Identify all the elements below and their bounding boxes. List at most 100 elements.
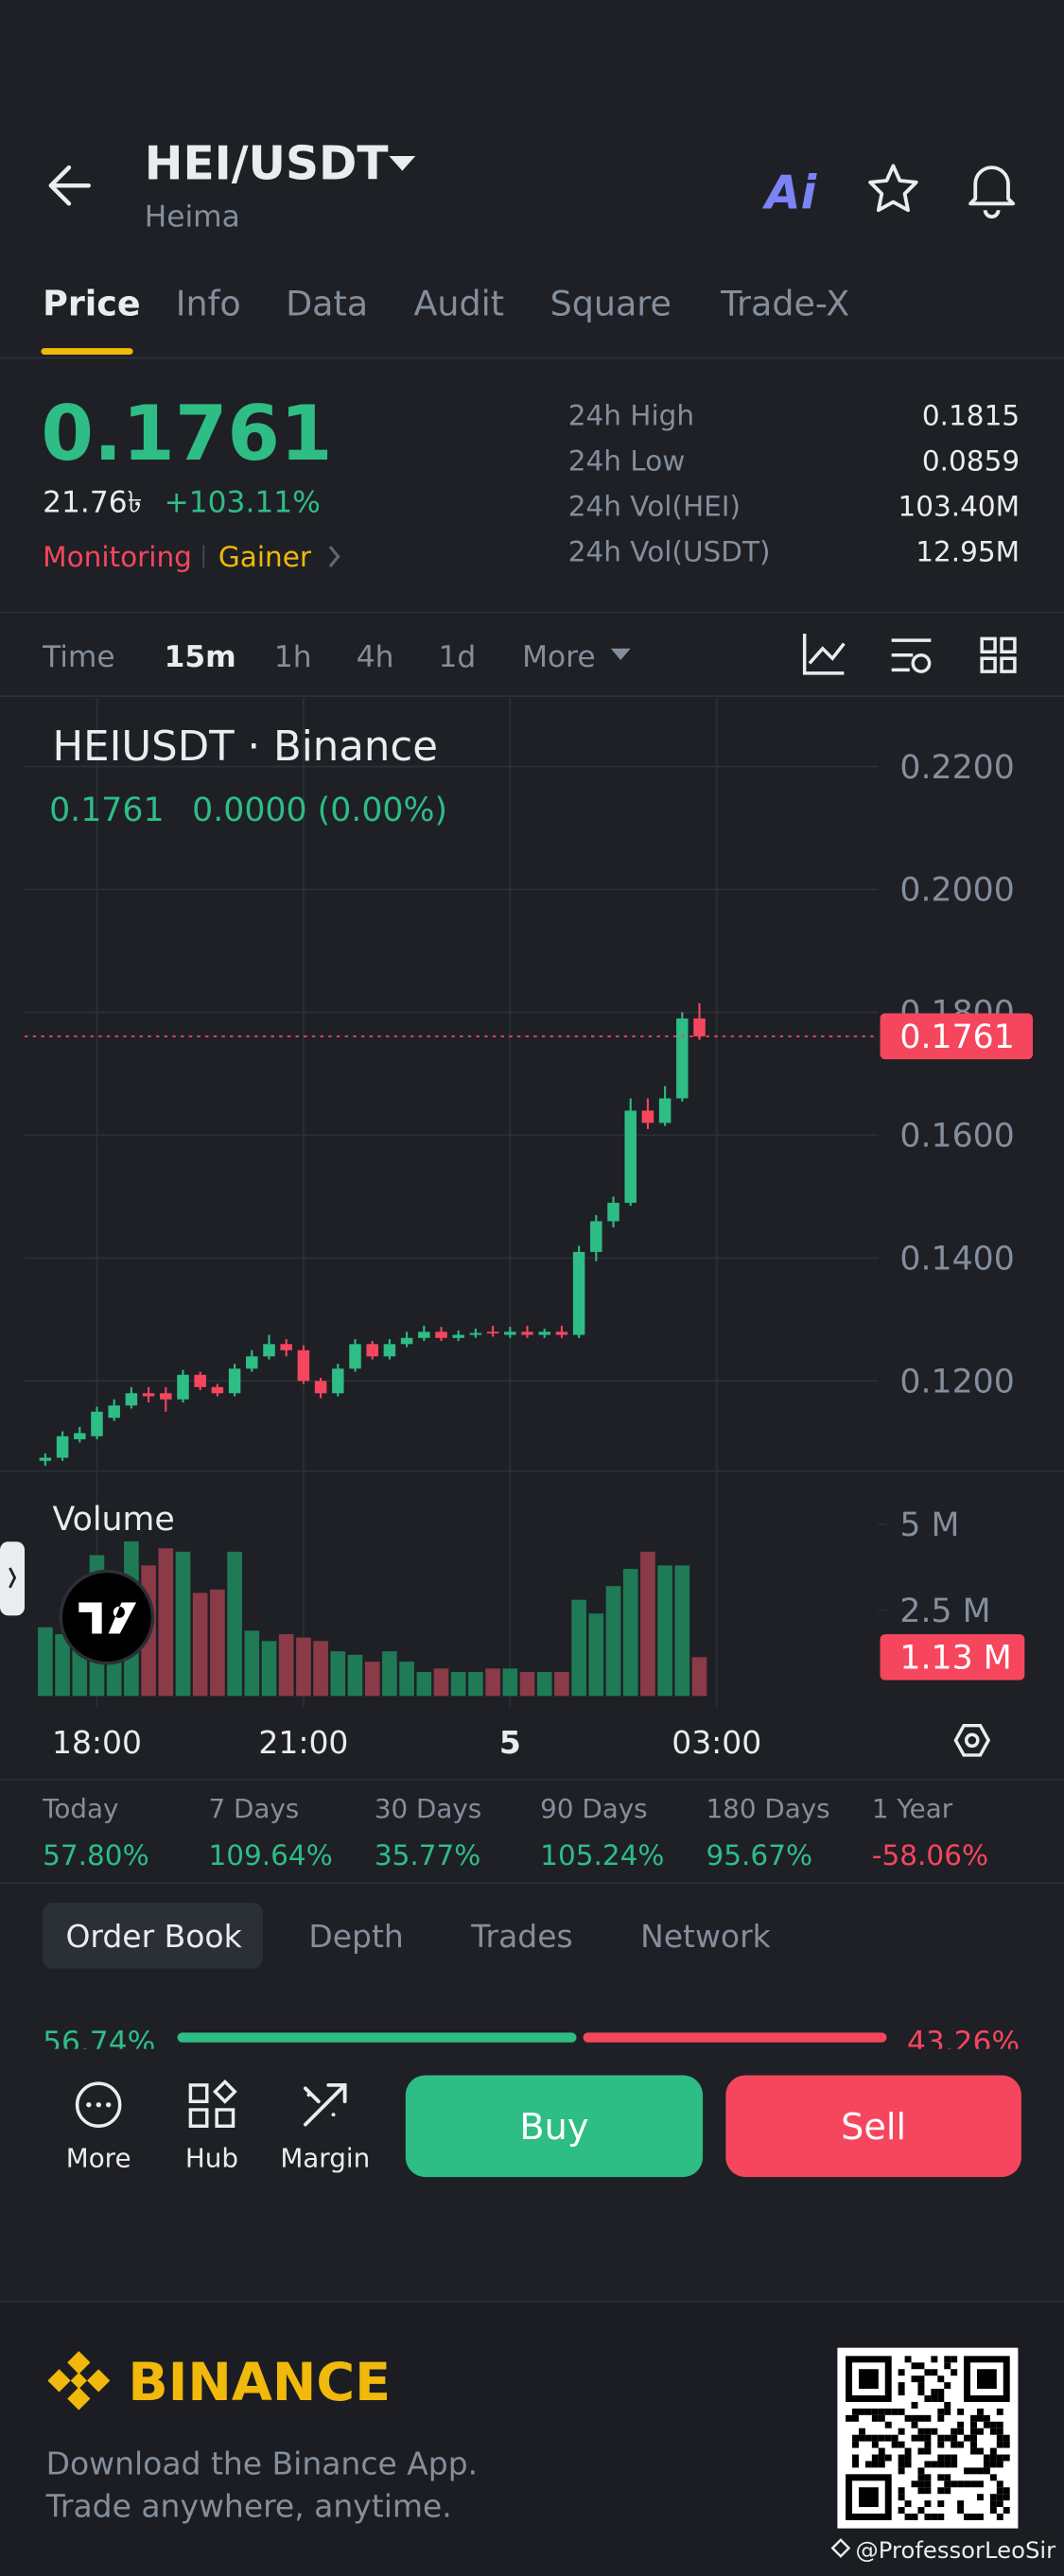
qr-module — [957, 2441, 965, 2448]
side-handle[interactable] — [0, 1541, 26, 1616]
candle-body — [504, 1332, 516, 1335]
back-button[interactable] — [48, 165, 92, 206]
buy-label[interactable]: Buy — [519, 2107, 588, 2149]
interval[interactable]: 4h — [357, 640, 394, 674]
hub-icon[interactable] — [188, 2079, 237, 2129]
indicator-button[interactable] — [802, 634, 846, 675]
volume-bar — [313, 1641, 328, 1697]
qr-module — [924, 2414, 932, 2422]
pair-title[interactable]: HEI/USDT — [145, 137, 389, 190]
interval[interactable]: 15m — [165, 640, 236, 674]
tradingview-logo[interactable] — [59, 1569, 155, 1665]
ai-button[interactable]: Ai — [761, 167, 818, 220]
period-change: 95.67% — [706, 1839, 812, 1871]
qr-module — [891, 2434, 898, 2442]
qr-module — [944, 2480, 951, 2488]
candle-body — [246, 1356, 258, 1369]
qr-module — [970, 2441, 977, 2448]
candle-body — [658, 1098, 672, 1123]
period-label: 7 Days — [208, 1793, 299, 1824]
period-change: -58.06% — [872, 1839, 988, 1871]
action-label[interactable]: Hub — [185, 2143, 238, 2174]
volume-bar — [55, 1634, 70, 1697]
qr-module — [970, 2514, 977, 2520]
more-caret[interactable] — [610, 648, 631, 660]
book-tab[interactable]: Trades — [470, 1918, 572, 1955]
footer-line: Trade anywhere, anytime. — [45, 2487, 452, 2524]
action-label[interactable]: Margin — [280, 2143, 370, 2174]
volume-bar — [210, 1589, 225, 1697]
qr-module — [937, 2408, 945, 2415]
book-tab[interactable]: Depth — [308, 1918, 403, 1955]
interval[interactable]: 1h — [274, 640, 312, 674]
qr-module — [917, 2447, 925, 2455]
qr-module — [917, 2389, 925, 2396]
tag-gainer[interactable]: Gainer — [218, 541, 312, 573]
volume-bar — [158, 1548, 174, 1697]
interval[interactable]: More — [522, 640, 595, 674]
qr-module — [976, 2447, 984, 2455]
volume-bar — [278, 1634, 294, 1697]
tab[interactable]: Trade-X — [720, 283, 849, 323]
tab[interactable]: Data — [286, 283, 368, 323]
settings-button[interactable] — [891, 638, 932, 672]
qr-module — [989, 2428, 997, 2435]
y-tick-label: 0.2200 — [899, 749, 1014, 787]
tab[interactable]: Info — [176, 283, 241, 323]
sell-button[interactable] — [725, 2075, 1021, 2178]
active-book-tab[interactable] — [43, 1903, 263, 1969]
settings-button-dot[interactable] — [911, 653, 932, 673]
favorite-button[interactable] — [868, 164, 918, 213]
volume-bar — [364, 1662, 380, 1697]
chart-settings-dot[interactable] — [964, 1732, 980, 1749]
qr-module — [937, 2395, 945, 2402]
stat-value: 12.95M — [916, 535, 1020, 567]
book-tab[interactable]: Order Book — [65, 1918, 241, 1955]
tab[interactable]: Square — [550, 283, 672, 323]
alert-button[interactable] — [968, 165, 1016, 219]
tag-monitoring[interactable]: Monitoring — [43, 541, 192, 573]
ai-icon[interactable]: Ai — [761, 167, 818, 220]
stat-label: 24h Vol(USDT) — [568, 535, 771, 567]
qr-module — [996, 2494, 1003, 2501]
qr-module — [924, 2461, 932, 2468]
qr-module — [864, 2434, 872, 2442]
qr-module — [937, 2461, 945, 2468]
qr-module — [898, 2507, 905, 2515]
qr-module — [937, 2434, 945, 2442]
qr-module — [996, 2434, 1003, 2442]
qr-module — [989, 2494, 997, 2501]
candle-body — [314, 1381, 327, 1394]
side-handle-arrow[interactable] — [9, 1567, 17, 1589]
tab[interactable]: Audit — [413, 283, 504, 323]
volume-bar — [485, 1668, 500, 1697]
qr-module — [989, 2454, 997, 2462]
qr-module — [937, 2454, 945, 2462]
qr-module — [944, 2461, 951, 2468]
candle-body — [297, 1349, 310, 1382]
book-tab[interactable]: Network — [640, 1918, 771, 1955]
margin-icon[interactable] — [304, 2082, 347, 2127]
action-label[interactable]: More — [66, 2143, 131, 2174]
qr-module — [976, 2467, 984, 2475]
sell-label[interactable]: Sell — [841, 2107, 906, 2149]
qr-module — [917, 2414, 925, 2422]
interval[interactable]: 1d — [439, 640, 477, 674]
qr-module — [996, 2441, 1003, 2448]
layout-button[interactable] — [980, 636, 1017, 673]
qr-module — [911, 2421, 918, 2428]
tag-chevron[interactable] — [328, 546, 340, 567]
chart-settings[interactable] — [953, 1723, 991, 1757]
qr-finder — [858, 2369, 879, 2390]
tab[interactable]: Price — [43, 283, 140, 323]
volume-bar — [536, 1671, 552, 1697]
qr-module — [898, 2389, 905, 2396]
pair-dropdown[interactable] — [389, 155, 416, 171]
buy-button[interactable] — [405, 2075, 704, 2178]
qr-module — [917, 2362, 925, 2370]
qr-module — [957, 2507, 965, 2515]
volume-bar — [227, 1551, 242, 1697]
qr-module — [917, 2376, 925, 2383]
more-icon[interactable] — [75, 2081, 122, 2129]
candle-body — [538, 1332, 550, 1335]
